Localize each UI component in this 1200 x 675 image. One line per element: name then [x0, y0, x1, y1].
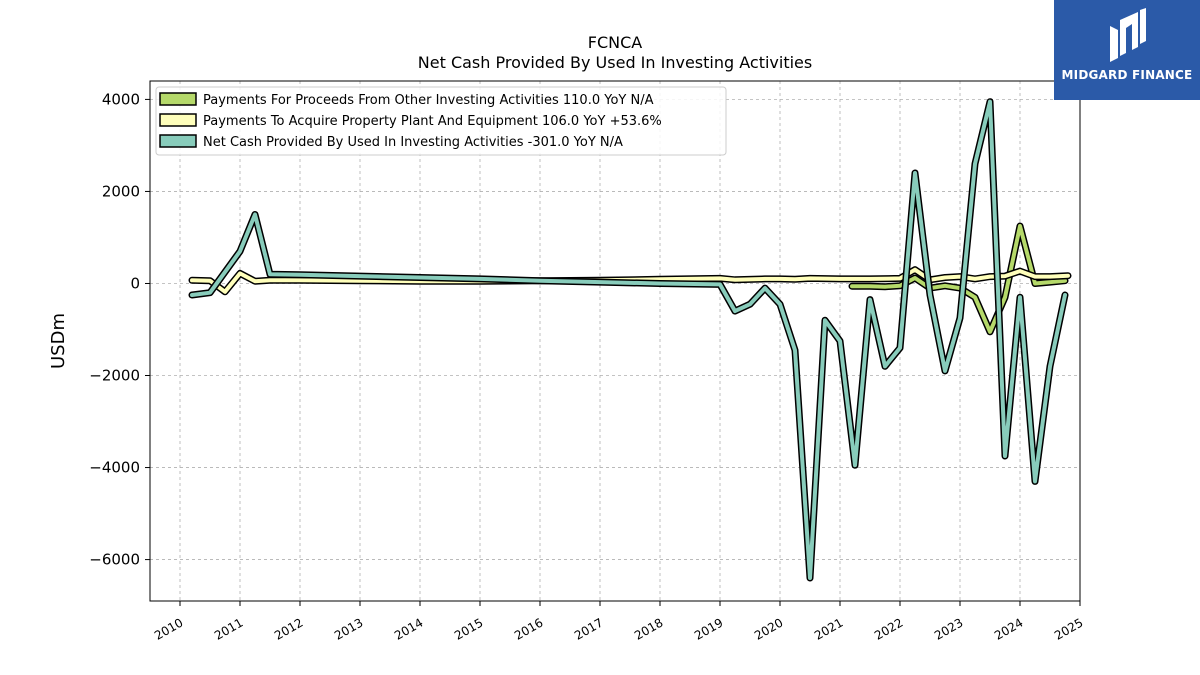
x-tick-label: 2017 — [572, 615, 605, 642]
x-tick-label: 2021 — [812, 615, 845, 642]
x-tick-label: 2022 — [872, 615, 905, 642]
logo-text: MIDGARD FINANCE — [1061, 68, 1193, 82]
y-tick-label: −4000 — [89, 459, 140, 477]
y-tick-label: −2000 — [89, 367, 140, 385]
legend-box — [155, 86, 727, 156]
chart-title: FCNCA — [588, 33, 643, 52]
legend-swatch — [159, 134, 197, 148]
plot-frame — [149, 80, 1081, 602]
x-tick-label: 2012 — [272, 615, 305, 642]
x-tick-label: 2023 — [932, 615, 965, 642]
x-axis: 2010 2011 2012 2013 2014 2015 2016 2017 2018 2019… — [152, 601, 1086, 643]
y-axis: 4000 2000 0 −2000 −4000 −6000 — [89, 90, 150, 569]
x-tick-label: 2013 — [332, 615, 365, 642]
x-tick-label: 2016 — [512, 615, 545, 642]
y-tick-label: −6000 — [89, 551, 140, 569]
y-tick-label: 4000 — [102, 90, 140, 108]
legend-swatch — [159, 113, 197, 127]
grid — [150, 81, 1081, 601]
series-line — [190, 267, 1070, 294]
legend-entry: Payments To Acquire Property Plant And E… — [203, 114, 662, 129]
x-tick-label: 2015 — [452, 615, 485, 642]
series-line — [190, 99, 1067, 580]
x-tick-label: 2025 — [1052, 615, 1085, 642]
y-tick-label: 0 — [130, 274, 140, 292]
x-tick-label: 2024 — [992, 615, 1025, 642]
legend[interactable]: Payments For Proceeds From Other Investi… — [155, 86, 727, 156]
x-tick-label: 2011 — [212, 615, 245, 642]
series-group — [188, 98, 1072, 582]
x-tick-label: 2018 — [632, 615, 665, 642]
legend-swatch — [159, 92, 197, 106]
x-tick-label: 2019 — [692, 615, 725, 642]
x-tick-label: 2014 — [392, 615, 425, 642]
legend-entry: Payments For Proceeds From Other Investi… — [203, 93, 654, 108]
chart-subtitle: Net Cash Provided By Used In Investing A… — [418, 53, 812, 72]
x-tick-label: 2010 — [152, 615, 185, 642]
y-axis-label: USDm — [48, 313, 69, 369]
logo-mark-icon — [1110, 8, 1146, 62]
x-tick-label: 2020 — [752, 615, 785, 642]
y-tick-label: 2000 — [102, 182, 140, 200]
brand-logo: MIDGARD FINANCE — [1054, 0, 1200, 100]
series-line-outline — [188, 98, 1069, 582]
legend-entry: Net Cash Provided By Used In Investing A… — [203, 135, 623, 150]
